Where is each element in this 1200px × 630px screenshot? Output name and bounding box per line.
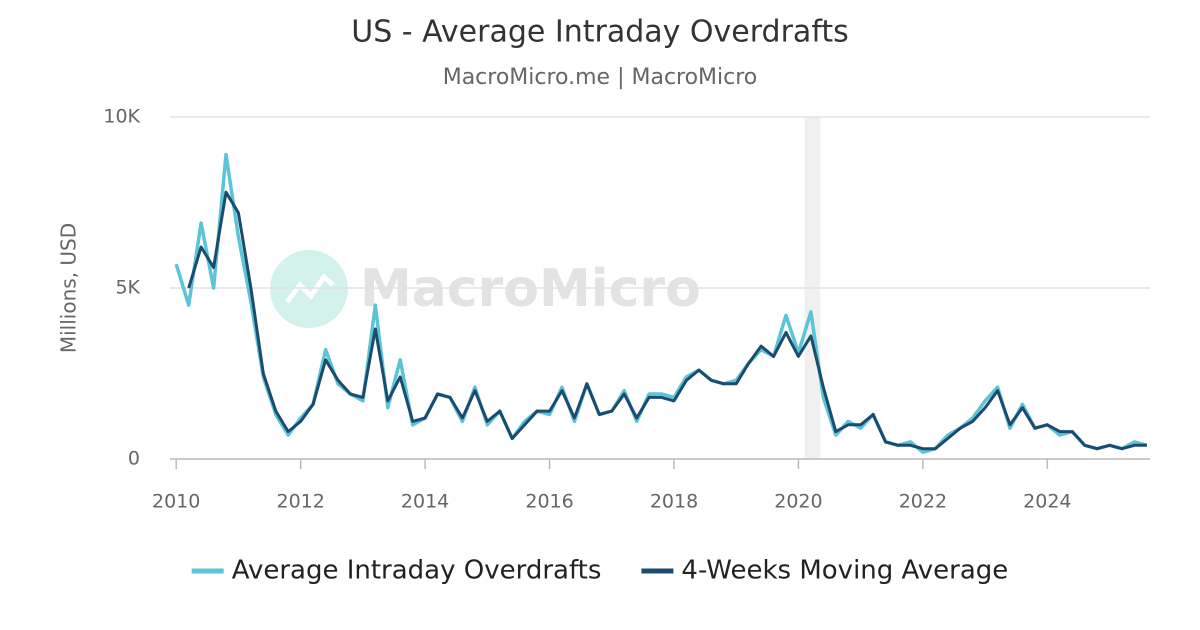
x-tick-label: 2016 <box>525 491 573 513</box>
chart-title: US - Average Intraday Overdrafts <box>351 15 849 50</box>
x-tick-label: 2024 <box>1023 491 1071 513</box>
x-tick-label: 2012 <box>276 491 324 513</box>
x-tick-label: 2010 <box>152 491 200 513</box>
x-tick-label: 2020 <box>774 491 822 513</box>
y-axis-label: Millions, USD <box>57 223 81 353</box>
watermark-logo <box>270 250 348 328</box>
series-line <box>174 152 1148 454</box>
x-tick-label: 2014 <box>401 491 449 513</box>
x-tick-label: 2022 <box>899 491 947 513</box>
y-tick-label: 5K <box>115 277 140 299</box>
legend-label: 4-Weeks Moving Average <box>681 556 1008 586</box>
legend-label: Average Intraday Overdrafts <box>232 556 602 586</box>
watermark: MacroMicro <box>360 259 701 319</box>
y-tick-label: 0 <box>128 448 140 470</box>
series-line <box>187 190 1147 451</box>
chart-subtitle: MacroMicro.me | MacroMicro <box>443 65 758 90</box>
x-tick-label: 2018 <box>650 491 698 513</box>
y-tick-label: 10K <box>103 106 140 128</box>
